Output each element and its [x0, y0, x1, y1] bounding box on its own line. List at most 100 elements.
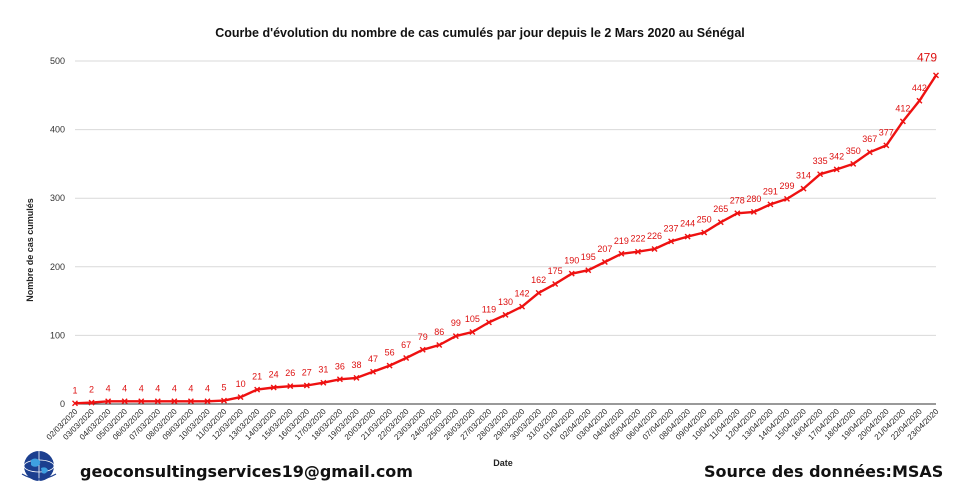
data-label: 226: [647, 231, 662, 241]
data-label: 479: [917, 50, 937, 64]
data-point-marker: [237, 394, 244, 401]
data-point-marker: [568, 270, 575, 277]
data-label: 47: [368, 354, 378, 364]
data-point-marker: [336, 376, 343, 383]
y-axis-label: Nombre de cas cumulés: [25, 198, 35, 302]
data-label: 130: [498, 297, 513, 307]
data-label: 4: [155, 383, 160, 393]
data-point-marker: [668, 238, 675, 245]
data-label: 4: [106, 383, 111, 393]
y-tick-label: 200: [50, 262, 65, 272]
data-label: 56: [385, 348, 395, 358]
data-label: 442: [912, 83, 927, 93]
y-axis-ticks: 0 100 200 300 400 500: [50, 56, 65, 409]
data-label: 4: [188, 383, 193, 393]
y-tick-label: 0: [60, 399, 65, 409]
data-point-marker: [270, 384, 277, 391]
data-label: 79: [418, 332, 428, 342]
series-line: [74, 74, 938, 405]
y-tick-label: 400: [50, 125, 65, 135]
data-label: 412: [895, 103, 910, 113]
data-point-marker: [303, 382, 310, 389]
data-point-marker: [800, 185, 807, 192]
data-label: 4: [205, 383, 210, 393]
data-point-marker: [552, 280, 559, 287]
data-point-marker: [204, 398, 211, 405]
data-point-marker: [254, 386, 261, 393]
data-point-marker: [783, 195, 790, 202]
y-tick-label: 300: [50, 193, 65, 203]
data-label: 119: [482, 304, 496, 314]
data-label: 244: [680, 219, 695, 229]
data-point-marker: [933, 72, 939, 79]
data-point-marker: [72, 400, 78, 407]
data-label: 342: [829, 151, 844, 161]
data-label: 4: [122, 383, 127, 393]
data-label: 195: [581, 252, 596, 262]
footer-source: Source des données:MSAS: [704, 462, 944, 481]
data-point-marker: [386, 362, 393, 369]
data-label: 4: [172, 383, 177, 393]
data-label: 377: [879, 127, 894, 137]
data-label: 350: [846, 146, 861, 156]
globe-logo-icon: [21, 451, 57, 481]
data-point-marker: [154, 398, 161, 405]
data-label: 86: [434, 327, 444, 337]
data-label: 67: [401, 340, 411, 350]
data-label: 299: [779, 181, 794, 191]
data-point-marker: [469, 328, 476, 335]
data-point-marker: [171, 398, 178, 405]
data-point-marker: [485, 319, 492, 326]
data-point-marker: [403, 355, 410, 362]
x-axis-ticks: 02/03/202003/03/202004/03/202005/03/2020…: [45, 407, 941, 442]
data-label: 142: [515, 289, 530, 299]
data-point-marker: [353, 374, 360, 381]
data-label: 24: [269, 370, 279, 380]
x-axis-label: Date: [493, 458, 513, 468]
data-point-marker: [883, 142, 890, 149]
data-label: 367: [862, 134, 877, 144]
data-point-marker: [88, 399, 95, 406]
data-point-marker: [320, 379, 327, 386]
data-point-marker: [750, 208, 757, 215]
data-point-marker: [651, 245, 658, 252]
data-label: 27: [302, 367, 312, 377]
data-point-marker: [717, 219, 724, 226]
chart-title: Courbe d'évolution du nombre de cas cumu…: [215, 26, 745, 40]
data-label: 4: [139, 383, 144, 393]
y-tick-label: 500: [50, 56, 65, 66]
data-markers: [72, 72, 939, 407]
data-point-marker: [866, 149, 873, 156]
data-label: 265: [713, 204, 728, 214]
data-label: 314: [796, 171, 811, 181]
data-label: 21: [252, 372, 262, 382]
data-label: 105: [465, 314, 480, 324]
data-point-marker: [370, 368, 377, 375]
data-point-marker: [833, 166, 840, 173]
data-point-marker: [734, 210, 741, 217]
data-label: 207: [597, 244, 612, 254]
data-label: 36: [335, 361, 345, 371]
data-point-marker: [287, 383, 294, 390]
data-point-marker: [618, 250, 625, 257]
data-label: 10: [236, 379, 246, 389]
data-point-marker: [452, 333, 459, 340]
data-label: 335: [813, 156, 828, 166]
data-label: 237: [664, 223, 679, 233]
data-label: 190: [564, 256, 579, 266]
data-point-marker: [817, 171, 824, 178]
data-point-marker: [535, 289, 542, 296]
data-label: 31: [318, 365, 328, 375]
data-point-marker: [767, 201, 774, 208]
data-label: 5: [222, 383, 227, 393]
data-label: 250: [697, 215, 712, 225]
data-point-marker: [585, 267, 592, 274]
data-label: 162: [531, 275, 546, 285]
data-label: 278: [730, 195, 745, 205]
data-point-marker: [850, 160, 857, 167]
data-point-marker: [899, 118, 906, 125]
data-label: 222: [630, 234, 645, 244]
y-tick-label: 100: [50, 330, 65, 340]
